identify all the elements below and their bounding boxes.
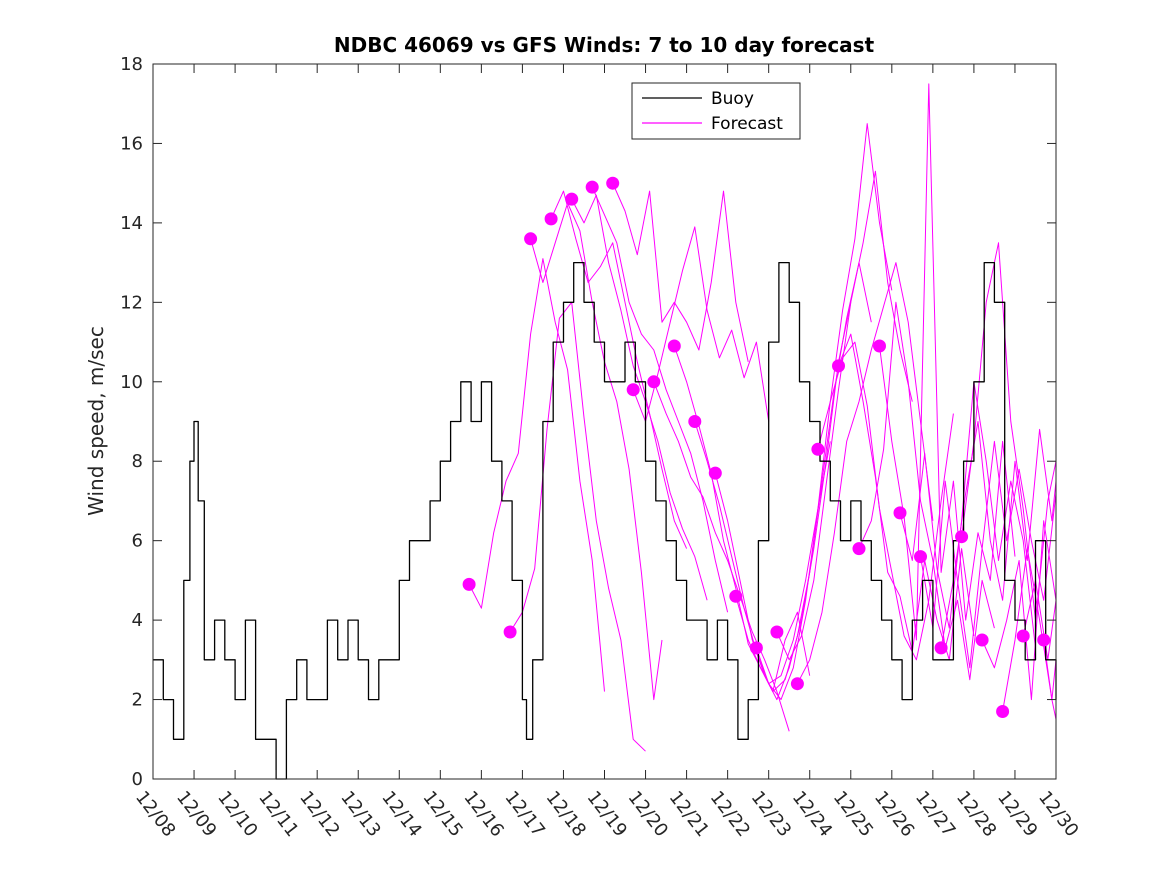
series-forecast-line: [879, 83, 1016, 641]
forecast-start-point: [1037, 633, 1051, 647]
y-tick-labels: 0 2 4 6 8 10 12 14 16 18: [120, 54, 143, 790]
forecast-start-point: [1016, 629, 1030, 643]
series-buoy-line: [153, 261, 1057, 780]
series-forecast-line: [981, 520, 1057, 701]
forecast-start-point: [626, 383, 640, 397]
series-forecast-line: [694, 421, 831, 685]
forecast-start-point: [832, 359, 845, 373]
forecast-start-point: [544, 212, 558, 226]
legend-box: [631, 82, 801, 140]
series-forecast-line: [838, 333, 975, 661]
series-forecast-line: [591, 186, 729, 613]
y-axis-label: Wind speed, m/sec: [84, 326, 108, 516]
y-tick-label: 8: [132, 451, 143, 472]
legend: Buoy Forecast: [631, 82, 801, 140]
legend-label-buoy: Buoy: [711, 89, 754, 109]
forecast-start-point: [893, 506, 907, 520]
forecast-start-point: [688, 415, 702, 428]
forecast-start-point: [790, 677, 804, 691]
forecast-start-point: [749, 641, 763, 655]
plot-area: [152, 63, 1057, 780]
series-forecast-line: [858, 301, 995, 681]
series-forecast-line: [509, 301, 646, 752]
series-forecast-line: [653, 381, 790, 732]
series-forecast-line: [550, 190, 688, 549]
series-forecast-line: [920, 440, 1057, 669]
y-tick-label: 16: [120, 133, 143, 154]
series-forecast-line: [1002, 548, 1057, 712]
forecast-start-point: [914, 550, 927, 564]
series-forecast-line: [468, 258, 605, 692]
y-tick-label: 2: [132, 690, 143, 711]
series-forecast-line: [714, 302, 852, 701]
forecast-start-point: [770, 625, 784, 639]
chart-title: NDBC 46069 vs GFS Winds: 7 to 10 day for…: [334, 33, 875, 57]
series-layer: [153, 83, 1057, 780]
forecast-start-point: [852, 542, 866, 556]
legend-label-forecast: Forecast: [711, 114, 783, 134]
series-forecast-line: [796, 262, 934, 684]
forecast-start-point: [606, 176, 620, 190]
axis-ticks: [152, 63, 1057, 780]
y-tick-label: 10: [120, 372, 143, 393]
y-tick-label: 0: [132, 769, 143, 790]
y-tick-label: 4: [132, 610, 143, 631]
forecast-start-point: [873, 339, 886, 353]
series-forecast-line: [1022, 579, 1057, 661]
forecast-start-point: [585, 180, 599, 194]
series-forecast-line: [530, 202, 663, 701]
series-forecast-line: [940, 421, 1057, 648]
y-tick-label: 6: [132, 531, 143, 552]
y-tick-label: 18: [120, 54, 143, 75]
forecast-start-point: [503, 625, 517, 639]
forecast-start-point: [996, 705, 1010, 718]
series-forecast-line: [612, 182, 749, 363]
forecast-start-point: [975, 633, 989, 647]
forecast-start-points: [462, 176, 1051, 718]
forecast-start-point: [667, 339, 681, 353]
forecast-start-point: [647, 375, 661, 389]
forecast-start-point: [934, 641, 948, 655]
series-forecast-line: [899, 381, 1036, 648]
y-tick-label: 14: [120, 213, 143, 234]
series-forecast-line: [571, 194, 708, 601]
y-tick-label: 12: [120, 292, 143, 313]
forecast-start-point: [811, 442, 825, 456]
forecast-start-point: [462, 577, 476, 591]
forecast-start-point: [729, 589, 743, 603]
forecast-start-point: [524, 232, 538, 246]
forecast-start-point: [708, 466, 722, 480]
forecast-start-point: [955, 530, 969, 544]
forecast-start-point: [565, 192, 579, 206]
series-forecast-line: [776, 170, 913, 661]
series-forecast-line: [755, 123, 893, 701]
